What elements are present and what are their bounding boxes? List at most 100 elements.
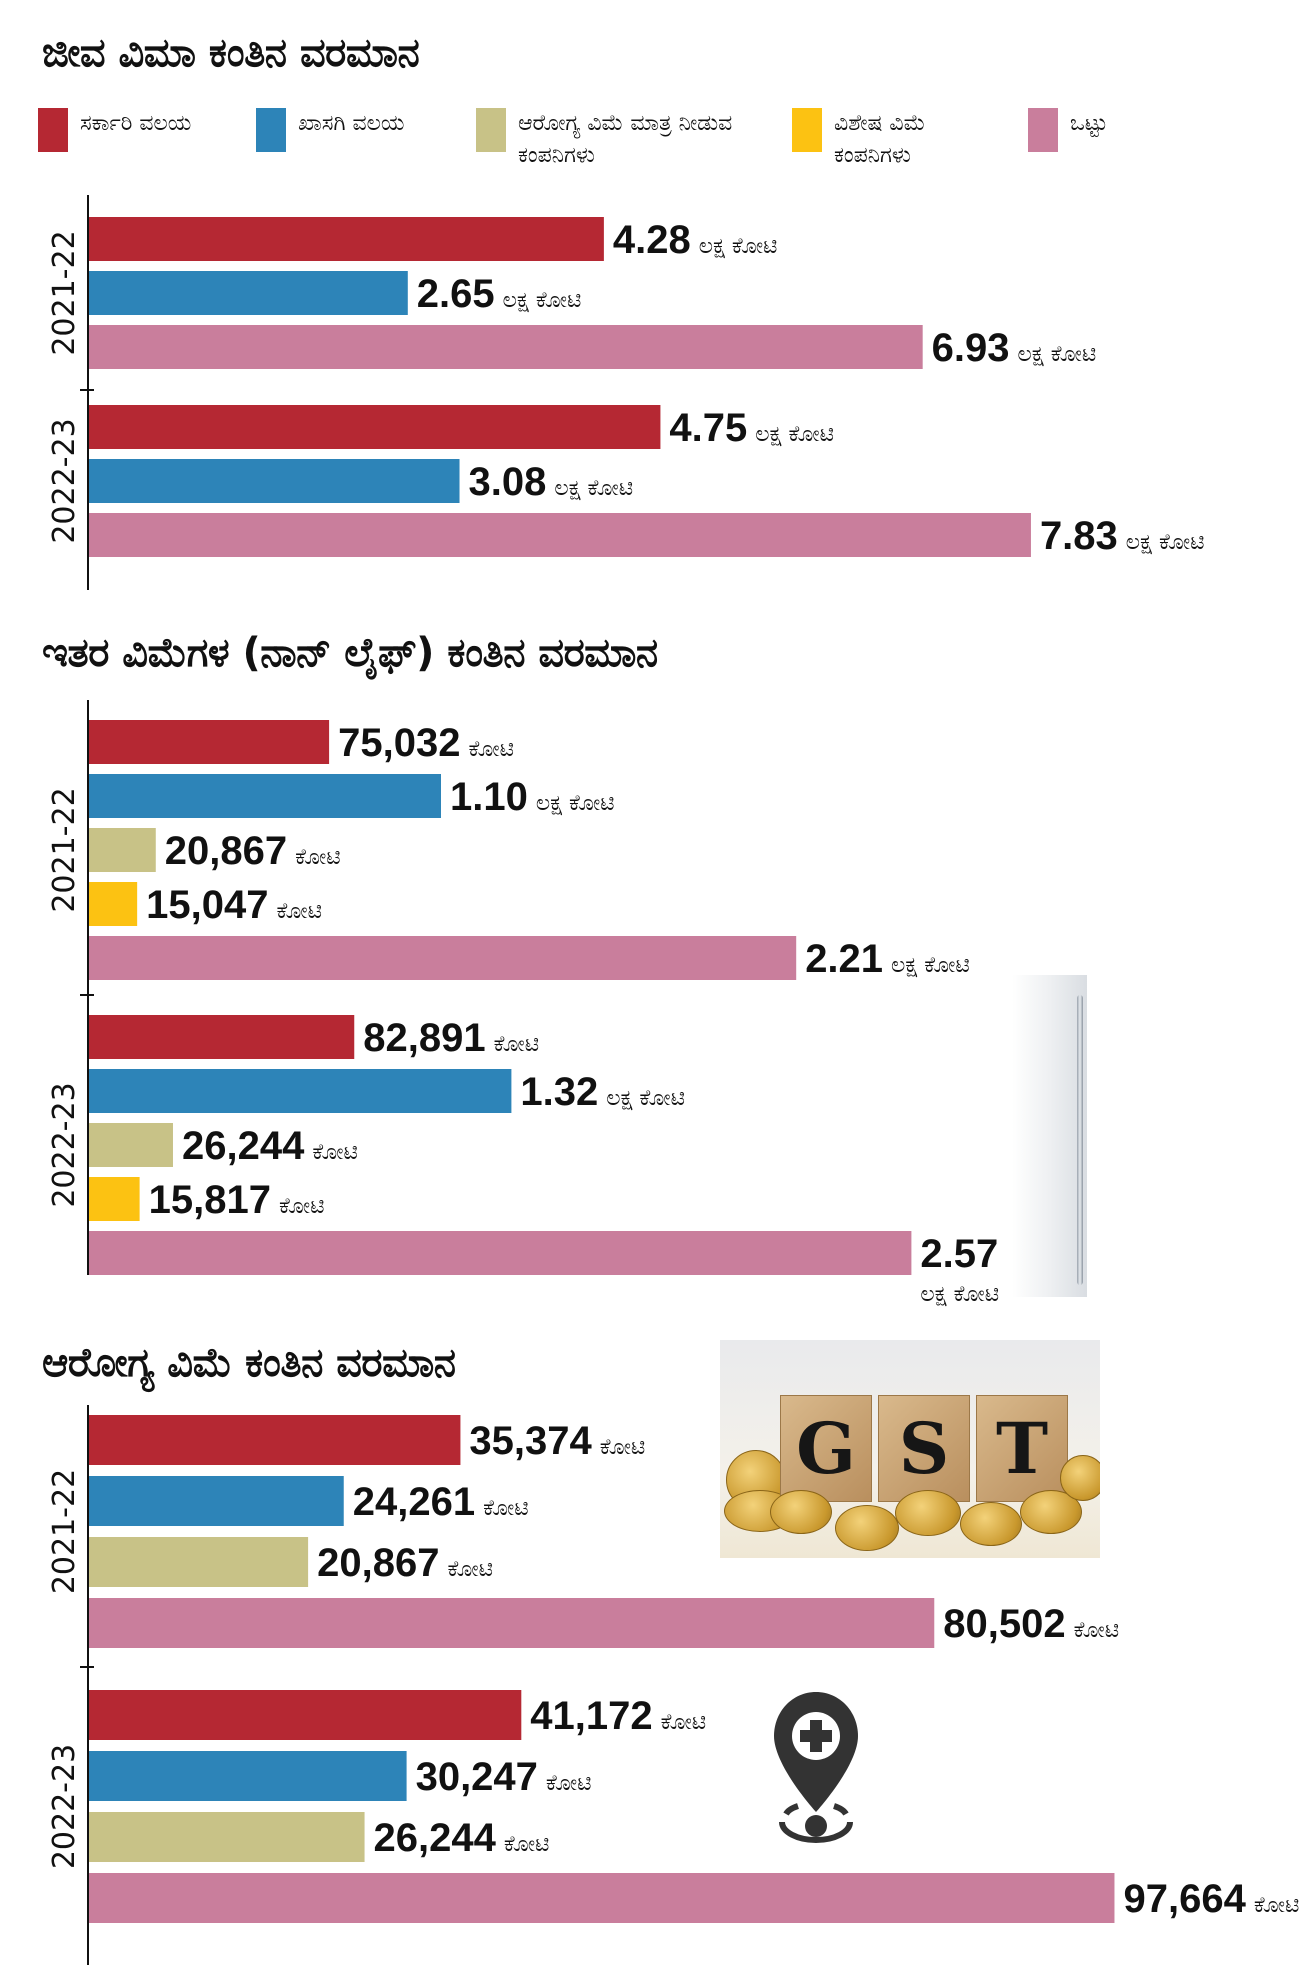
- unit-label: ಕೋಟಿ: [1074, 1618, 1120, 1643]
- unit-label: ಕೋಟಿ: [279, 1194, 325, 1219]
- gst-letter-t: T: [995, 1407, 1049, 1490]
- bar-2022-23-total: [89, 513, 1031, 557]
- unit-label: ಕೋಟಿ: [504, 1832, 550, 1857]
- year-label: 2021-22: [47, 1469, 82, 1594]
- bar-2021-22-govt: [89, 720, 330, 764]
- legend-swatch-govt: [38, 108, 68, 152]
- bar-2022-23-specialized: [89, 1177, 140, 1221]
- legend-item-govt: ಸರ್ಕಾರಿ ವಲಯ: [38, 108, 191, 152]
- life-insurance-chart: 2021-22 4.28 ಲಕ್ಷ ಕೋಟಿ 2.65 ಲಕ್ಷ ಕೋಟಿ 6.93 ಲಕ್…: [47, 195, 1205, 590]
- unit-label: ಲಕ್ಷ ಕೋಟಿ: [554, 476, 633, 501]
- bar-2022-23-private: [89, 1751, 407, 1801]
- gst-photo: G S T: [720, 1340, 1100, 1558]
- year-label: 2022-23: [47, 1082, 82, 1207]
- legend-swatch-health-only: [476, 108, 506, 152]
- legend-item-specialized: ವಿಶೇಷ ವಿಮೆ ಕಂಪನಿಗಳು: [792, 108, 984, 172]
- bar-2022-23-private: [89, 1069, 512, 1113]
- legend-item-health-only: ಆರೋಗ್ಯ ವಿಮೆ ಮಾತ್ರ ನೀಡುವ ಕಂಪನಿಗಳು: [476, 108, 748, 172]
- unit-label: ಕೋಟಿ: [312, 1140, 358, 1165]
- bar-2021-22-govt: [89, 217, 604, 261]
- gst-letter-g: G: [796, 1407, 856, 1490]
- data-label: 2.57: [920, 1232, 998, 1276]
- unit-label: ಕೋಟಿ: [468, 737, 514, 762]
- data-label: 75,032: [338, 721, 460, 765]
- legend-swatch-total: [1028, 108, 1058, 152]
- health-insurance-chart: 2021-22 35,374 ಕೋಟಿ 24,261 ಕೋಟಿ 20,867 ಕೋಟಿ 80,…: [47, 1405, 1300, 1965]
- coin-image: [770, 1490, 832, 1534]
- data-label: 26,244: [182, 1124, 305, 1168]
- data-label: 4.28: [613, 218, 691, 262]
- legend-item-total: ಒಟ್ಟು: [1028, 108, 1108, 152]
- unit-label: ಲಕ್ಷ ಕೋಟಿ: [920, 1282, 999, 1307]
- year-label: 2021-22: [47, 230, 82, 355]
- data-label: 20,867: [165, 829, 287, 873]
- unit-label: ಕೋಟಿ: [295, 845, 341, 870]
- bar-2022-23-health_only: [89, 1812, 365, 1862]
- bar-2021-22-health_only: [89, 828, 156, 872]
- data-label: 41,172: [530, 1694, 652, 1738]
- document-pen-photo: [1012, 975, 1087, 1297]
- legend: ಸರ್ಕಾರಿ ವಲಯ ಖಾಸಗಿ ವಲಯ ಆರೋಗ್ಯ ವಿಮೆ ಮಾತ್ರ …: [38, 108, 1298, 178]
- bar-2022-23-govt: [89, 405, 661, 449]
- unit-label: ಕೋಟಿ: [546, 1771, 592, 1796]
- data-label: 30,247: [416, 1755, 538, 1799]
- chart-title-life-insurance: ಜೀವ ವಿಮಾ ಕಂತಿನ ವರಮಾನ: [42, 30, 420, 76]
- data-label: 97,664: [1123, 1877, 1246, 1921]
- unit-label: ಕೋಟಿ: [600, 1435, 646, 1460]
- gst-letter-s: S: [898, 1407, 950, 1490]
- unit-label: ಕೋಟಿ: [447, 1557, 493, 1582]
- health-location-pin-icon: [774, 1692, 858, 1843]
- data-label: 15,047: [146, 883, 268, 927]
- legend-label-total: ಒಟ್ಟು: [1070, 111, 1108, 136]
- legend-label-health-only: ಆರೋಗ್ಯ ವಿಮೆ ಮಾತ್ರ ನೀಡುವ ಕಂಪನಿಗಳು: [518, 111, 733, 168]
- data-label: 2.21: [805, 937, 883, 981]
- non-life-insurance-chart: 2021-22 75,032 ಕೋಟಿ 1.10 ಲಕ್ಷ ಕೋಟಿ 20,867 ಕೋಟಿ…: [47, 700, 999, 1307]
- unit-label: ಲಕ್ಷ ಕೋಟಿ: [1018, 342, 1097, 367]
- pen-image: [1077, 995, 1083, 1285]
- bar-2021-22-health_only: [89, 1537, 309, 1587]
- data-label: 4.75: [669, 406, 747, 450]
- data-label: 7.83: [1040, 514, 1118, 558]
- unit-label: ಲಕ್ಷ ಕೋಟಿ: [606, 1086, 685, 1111]
- data-label: 6.93: [932, 326, 1010, 370]
- chart-title-health-insurance: ಆರೋಗ್ಯ ವಿಮೆ ಕಂತಿನ ವರಮಾನ: [42, 1340, 456, 1386]
- bar-2021-22-total: [89, 936, 797, 980]
- data-label: 1.32: [520, 1070, 598, 1114]
- bar-2022-23-total: [89, 1873, 1115, 1923]
- gst-block-t: T: [976, 1395, 1068, 1502]
- unit-label: ಕೋಟಿ: [661, 1710, 707, 1735]
- data-label: 35,374: [469, 1419, 592, 1463]
- bar-2022-23-private: [89, 459, 460, 503]
- data-label: 80,502: [943, 1602, 1065, 1646]
- legend-item-private: ಖಾಸಗಿ ವಲಯ: [256, 108, 404, 152]
- legend-label-govt: ಸರ್ಕಾರಿ ವಲಯ: [80, 111, 192, 136]
- data-label: 15,817: [149, 1178, 271, 1222]
- coin-image: [835, 1505, 899, 1551]
- coin-image: [895, 1490, 961, 1536]
- bar-2022-23-govt: [89, 1690, 522, 1740]
- data-label: 3.08: [469, 460, 547, 504]
- unit-label: ಕೋಟಿ: [276, 899, 322, 924]
- chart-title-non-life-insurance: ಇತರ ವಿಮೆಗಳ (ನಾನ್ ಲೈಫ್) ಕಂತಿನ ವರಮಾನ: [42, 630, 658, 676]
- year-label: 2022-23: [47, 1744, 82, 1869]
- bar-2022-23-govt: [89, 1015, 355, 1059]
- unit-label: ಲಕ್ಷ ಕೋಟಿ: [536, 791, 615, 816]
- data-label: 2.65: [417, 272, 495, 316]
- data-label: 82,891: [363, 1016, 485, 1060]
- year-label: 2022-23: [47, 418, 82, 543]
- legend-label-private: ಖಾಸಗಿ ವಲಯ: [298, 111, 405, 136]
- unit-label: ಕೋಟಿ: [1254, 1893, 1300, 1918]
- bar-2022-23-health_only: [89, 1123, 173, 1167]
- legend-swatch-private: [256, 108, 286, 152]
- unit-label: ಕೋಟಿ: [494, 1032, 540, 1057]
- unit-label: ಲಕ್ಷ ಕೋಟಿ: [755, 422, 834, 447]
- unit-label: ಕೋಟಿ: [483, 1496, 529, 1521]
- data-label: 1.10: [450, 775, 528, 819]
- data-label: 24,261: [353, 1480, 475, 1524]
- data-label: 26,244: [374, 1816, 497, 1860]
- year-label: 2021-22: [47, 787, 82, 912]
- bar-2021-22-specialized: [89, 882, 138, 926]
- legend-label-specialized: ವಿಶೇಷ ವಿಮೆ ಕಂಪನಿಗಳು: [834, 111, 926, 168]
- unit-label: ಲಕ್ಷ ಕೋಟಿ: [503, 288, 582, 313]
- bar-2021-22-private: [89, 774, 441, 818]
